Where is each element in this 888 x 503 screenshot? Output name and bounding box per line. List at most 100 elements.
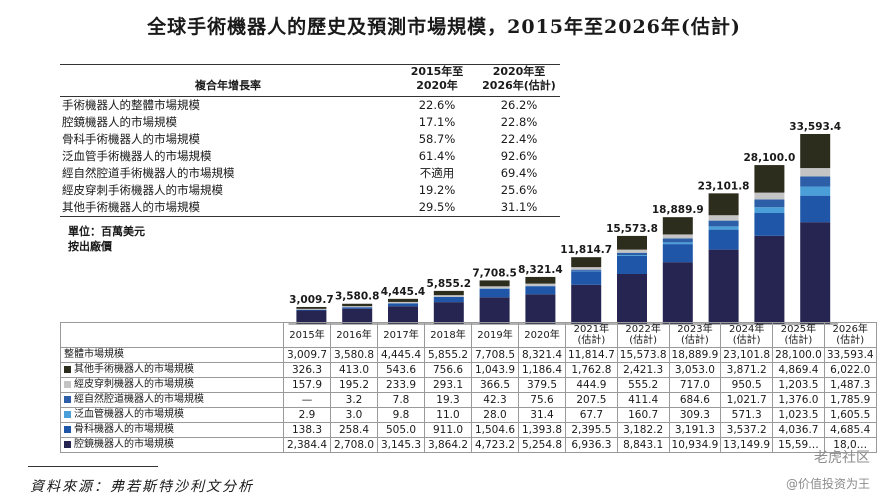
value-cell: 411.4	[616, 392, 670, 408]
total-cell: 15,573.8	[616, 347, 670, 363]
value-cell: 1,043.9	[471, 362, 519, 378]
total-cell: 5,855.2	[424, 347, 472, 363]
bar-segment	[525, 294, 556, 324]
bar-segment	[708, 249, 739, 324]
data-table-row: 經自然腔道機器人的市場規模 —3.2 7.8 19.3 42.3 75.6 207.5 411…	[60, 392, 877, 408]
cagr-col2-header: 2020年至 2026年(估計)	[478, 64, 560, 97]
value-cell: 1,762.8	[565, 362, 618, 378]
row-label: 腔鏡機器人的市場規模	[60, 437, 284, 453]
bar-segment	[708, 220, 739, 227]
bar-segment	[479, 286, 510, 289]
bar-stack	[571, 257, 602, 324]
bar-stack	[617, 235, 647, 324]
year-header: 2021年 (估計)	[565, 322, 618, 348]
bar-stack	[479, 280, 510, 324]
year-header: 2023年 (估計)	[668, 322, 722, 348]
bar-total-label: 15,573.8	[606, 223, 658, 235]
bar-segment	[662, 238, 693, 243]
total-cell: 4,445.4	[377, 347, 425, 363]
bar-total-label: 7,708.5	[472, 267, 517, 279]
value-cell: 1,393.8	[518, 422, 566, 438]
bar-segment	[617, 255, 647, 256]
bar-segment	[433, 296, 464, 303]
year-header: 2015年	[283, 322, 331, 348]
data-table-row: 泛血管機器人的市場規模 2.9 3.0 9.8 11.0 28.0 31.4 67.7 160.…	[60, 407, 877, 423]
value-cell: 15,59…	[772, 437, 825, 453]
value-cell: 3,537.2	[720, 422, 774, 438]
value-cell: 3.0	[330, 407, 378, 423]
cagr-value-2015-2020: 19.2%	[418, 183, 456, 197]
value-cell: 75.6	[518, 392, 566, 408]
value-cell: 684.6	[668, 392, 722, 408]
cagr-row: 經自然腔道手術機器人的市場規模 不適用 69.4%	[60, 165, 560, 182]
value-cell: 9.8	[377, 407, 425, 423]
bar-total-label: 18,889.9	[652, 204, 704, 216]
bar-total-label: 5,855.2	[427, 278, 472, 290]
value-cell: 1,504.6	[471, 422, 519, 438]
value-cell: 28.0	[471, 407, 519, 423]
value-cell: 3,864.2	[424, 437, 472, 453]
value-cell: 3,182.2	[616, 422, 670, 438]
value-cell: 18,0…	[823, 437, 877, 453]
bar-segment	[800, 134, 831, 169]
value-cell: 555.2	[616, 377, 670, 393]
bar-segment	[800, 176, 831, 187]
cagr-row-label: 手術機器人的整體市場規模	[62, 98, 200, 112]
value-cell: 911.0	[424, 422, 472, 438]
year-header: 2017年	[377, 322, 425, 348]
bar-segment	[754, 199, 785, 208]
value-cell: 2,708.0	[330, 437, 378, 453]
value-cell: 3,191.3	[668, 422, 722, 438]
value-cell: 444.9	[565, 377, 618, 393]
bar-segment	[662, 244, 693, 263]
bar-segment	[296, 309, 327, 311]
bar-segment	[800, 168, 831, 177]
year-header: 2025年 (估計)	[772, 322, 825, 348]
legend-swatch	[64, 425, 71, 433]
cagr-row-label: 骨科手術機器人的市場規模	[62, 132, 200, 146]
value-cell: 1,203.5	[772, 377, 825, 393]
watermark-handle: @价值投资为王	[785, 477, 870, 491]
value-cell: 293.1	[424, 377, 472, 393]
stacked-bar-chart: 3,009.7 3,580.8 4,445.45,855.27,708.5 8,321…	[288, 121, 841, 325]
bar-segment	[525, 286, 556, 295]
cagr-value-2015-2020: 61.4%	[418, 149, 456, 163]
watermark-brand: 老虎社区	[814, 450, 870, 466]
data-table-corner	[60, 322, 284, 348]
row-label: 經自然腔道機器人的市場規模	[60, 392, 284, 408]
value-cell: 2,395.5	[565, 422, 618, 438]
bar-segment	[342, 306, 373, 308]
value-cell: 207.5	[565, 392, 618, 408]
data-table-row: 腔鏡機器人的市場規模 2,384.4 2,708.0 3,145.3 3,864.2 4,…	[60, 437, 877, 453]
value-cell: 195.2	[330, 377, 378, 393]
cagr-row-label: 經皮穿刺手術機器人的市場規模	[62, 183, 223, 197]
value-cell: 157.9	[283, 377, 331, 393]
bar-segment	[388, 298, 418, 302]
bar-stack	[662, 217, 693, 324]
value-cell: 756.6	[424, 362, 472, 378]
bar-segment	[617, 255, 647, 274]
bar-segment	[479, 288, 510, 298]
value-cell: 1,487.3	[823, 377, 877, 393]
data-table-row-total: 整體市場規模 3,009.7 3,580.8 4,445.4 5,855.2 7,708.…	[60, 347, 877, 363]
bar-segment	[708, 215, 739, 221]
bar-segment	[433, 295, 464, 297]
total-cell: 28,100.0	[772, 347, 825, 363]
bar-total-label: 3,580.8	[335, 291, 380, 303]
value-cell: —	[283, 392, 331, 408]
bar-stack	[708, 193, 739, 324]
bar-segment	[800, 195, 831, 223]
bar-segment	[754, 192, 785, 200]
value-cell: 3,053.0	[668, 362, 722, 378]
value-cell: 7.8	[377, 392, 425, 408]
cagr-row-label: 其他手術機器人的市場規模	[60, 199, 396, 217]
cagr-value-2015-2020: 29.5%	[396, 199, 478, 217]
bar-segment	[754, 165, 785, 193]
total-cell: 8,321.4	[518, 347, 566, 363]
bar-segment	[708, 226, 739, 230]
bar-segment	[662, 217, 693, 235]
cagr-value-2015-2020: 22.6%	[418, 98, 456, 112]
value-cell: 258.4	[330, 422, 378, 438]
value-cell: 233.9	[377, 377, 425, 393]
total-cell: 33,593.4	[823, 347, 877, 363]
